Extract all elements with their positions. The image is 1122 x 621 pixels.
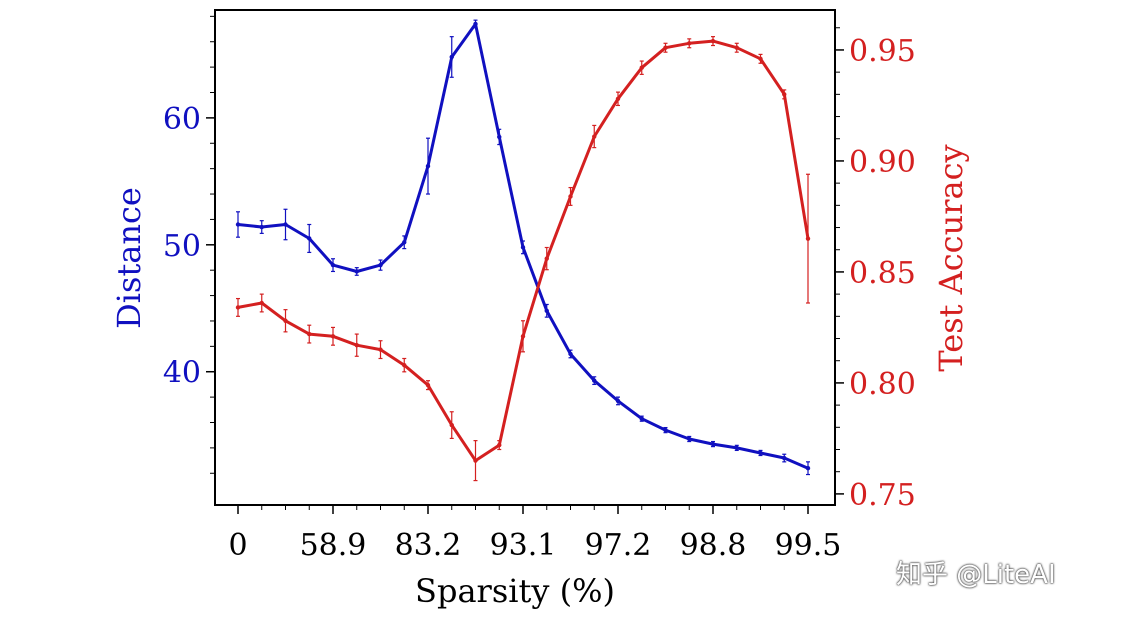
distance-point (354, 269, 359, 274)
distance-point (639, 416, 644, 421)
test-accuracy-point (259, 300, 264, 306)
distance-point (734, 445, 739, 451)
x-tick-label: 83.2 (395, 528, 462, 563)
y-left-axis: 40 50 60 (163, 15, 215, 474)
distance-point (687, 436, 692, 442)
test-accuracy-point (710, 38, 716, 44)
y-right-axis: 0.75 0.80 0.85 0.90 0.95 (835, 27, 916, 513)
test-accuracy-point (758, 56, 763, 62)
test-accuracy-point (449, 422, 454, 428)
test-accuracy-point (615, 96, 621, 101)
test-accuracy-point (307, 331, 312, 337)
y-right-axis-label: Test Accuracy (932, 144, 970, 371)
x-axis-label: Sparsity (%) (415, 572, 615, 610)
plot-frame (214, 9, 836, 506)
x-tick-label: 0 (228, 528, 247, 563)
distance-point (544, 308, 549, 314)
test-accuracy-point (330, 334, 336, 339)
x-tick-label: 93.1 (490, 528, 557, 563)
distance-point (259, 224, 264, 230)
test-accuracy-point (473, 458, 478, 463)
distance-point (758, 450, 763, 456)
y-right-tick-label: 0.85 (849, 256, 916, 291)
x-tick-label: 98.8 (680, 528, 747, 563)
distance-point (663, 427, 668, 433)
distance-point (402, 240, 407, 245)
distance-point (425, 163, 431, 169)
test-accuracy-point (425, 382, 431, 388)
distance-point (568, 351, 573, 357)
distance-point (782, 455, 787, 461)
test-accuracy-point (805, 236, 811, 241)
y-left-tick-label: 50 (163, 229, 201, 264)
distance-point (378, 262, 383, 268)
test-accuracy-point (497, 442, 502, 448)
y-right-tick-label: 0.75 (849, 478, 916, 513)
y-left-tick-label: 40 (163, 356, 201, 391)
test-accuracy-point (687, 41, 692, 46)
x-tick-label: 97.2 (585, 528, 652, 563)
y-right-tick-label: 0.80 (849, 367, 916, 402)
distance-point (497, 134, 502, 140)
distance-point (592, 378, 597, 383)
distance-point (330, 262, 336, 268)
distance-point (235, 222, 241, 227)
watermark: 知乎 @LiteAI (896, 560, 1056, 590)
test-accuracy-point (402, 362, 407, 368)
test-accuracy-point (592, 134, 597, 139)
y-right-tick-label: 0.90 (849, 145, 916, 180)
test-accuracy-point (283, 318, 288, 323)
x-axis: 0 58.9 83.2 93.1 97.2 98.8 99.5 (228, 505, 841, 563)
test-accuracy-point (520, 334, 526, 339)
test-accuracy-point (378, 347, 383, 352)
series-layer (235, 19, 811, 482)
x-tick-label: 99.5 (775, 528, 842, 563)
y-left-tick-label: 60 (163, 102, 201, 137)
distance-point (805, 465, 811, 471)
test-accuracy-point (354, 342, 359, 348)
distance-point (615, 398, 621, 404)
distance-point (307, 236, 312, 241)
y-right-tick-label: 0.95 (849, 34, 916, 69)
test-accuracy-point (544, 256, 549, 261)
test-accuracy-point (782, 92, 787, 97)
test-accuracy-point (663, 45, 668, 50)
distance-point (449, 54, 454, 60)
test-accuracy-point (639, 65, 644, 70)
test-accuracy-point (734, 45, 739, 50)
y-left-axis-label: Distance (110, 187, 148, 329)
test-accuracy-point (568, 194, 573, 199)
test-accuracy-point (235, 305, 241, 310)
distance-point (710, 441, 716, 447)
distance-point (473, 21, 478, 27)
distance-point (283, 222, 288, 227)
distance-point (520, 245, 526, 250)
x-tick-label: 58.9 (300, 528, 367, 563)
